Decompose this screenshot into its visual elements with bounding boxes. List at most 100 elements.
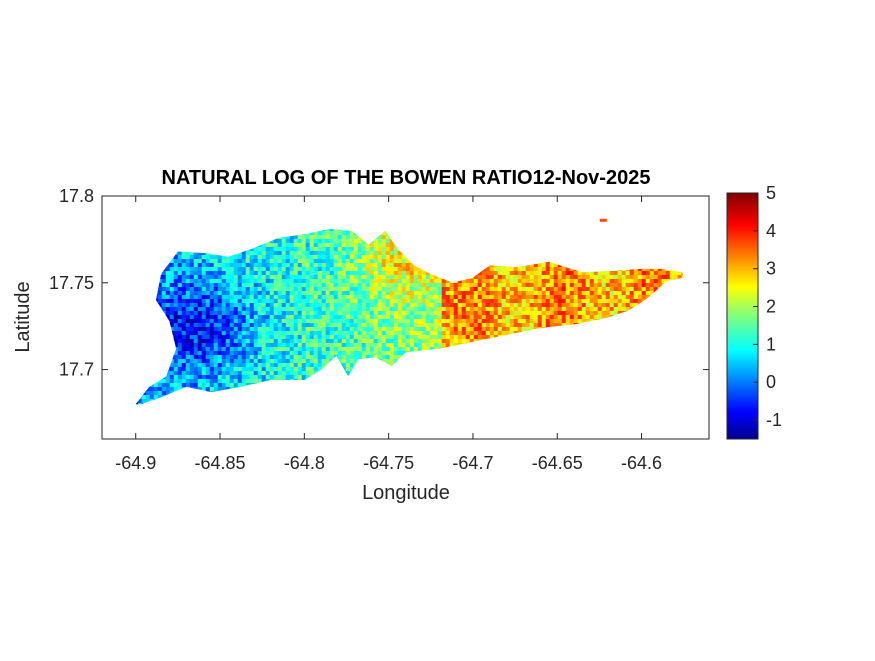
heat-cell: [361, 287, 367, 292]
heat-cell: [281, 327, 287, 332]
heat-cell: [245, 311, 251, 316]
heat-cell: [353, 339, 359, 344]
heat-cell: [593, 283, 599, 288]
heat-cell: [481, 295, 487, 300]
heat-cell: [313, 287, 319, 292]
heat-cell: [261, 343, 267, 348]
heat-cell: [189, 291, 195, 296]
heat-cell: [213, 347, 219, 352]
heat-cell: [373, 315, 379, 320]
heat-cell: [361, 295, 367, 300]
heat-cell: [557, 287, 563, 292]
heat-cell: [165, 279, 171, 284]
heat-cell: [353, 279, 359, 284]
heat-cell: [585, 303, 591, 308]
heat-cell: [229, 351, 235, 356]
heat-cell: [277, 355, 283, 360]
heat-cell: [261, 339, 267, 344]
heat-cell: [325, 287, 331, 292]
heat-cell: [345, 279, 351, 284]
heat-cell: [189, 323, 195, 328]
heat-cell: [365, 327, 371, 332]
heat-cell: [225, 287, 231, 292]
heat-cell: [285, 255, 291, 260]
heat-cell: [289, 279, 295, 284]
heat-cell: [341, 275, 347, 280]
heat-cell: [385, 267, 391, 272]
heat-cell: [357, 255, 363, 260]
heat-cell: [197, 251, 203, 256]
heat-cell: [305, 311, 311, 316]
heat-cell: [309, 279, 315, 284]
heat-cell: [509, 287, 515, 292]
heat-cell: [585, 319, 591, 324]
heat-cell: [489, 323, 495, 328]
heat-cell: [301, 367, 307, 372]
heat-cell: [249, 251, 255, 256]
heat-cell: [569, 275, 575, 280]
heat-cell: [457, 303, 463, 308]
heat-cell: [245, 339, 251, 344]
heat-cell: [601, 275, 607, 280]
heat-cell: [573, 271, 579, 276]
heat-cell: [201, 343, 207, 348]
heat-cell: [381, 335, 387, 340]
heat-cell: [485, 335, 491, 340]
heat-cell: [261, 363, 267, 368]
heat-cell: [569, 319, 575, 324]
heat-cell: [557, 299, 563, 304]
heat-cell: [349, 283, 355, 288]
heat-cell: [249, 343, 255, 348]
heat-cell: [297, 287, 303, 292]
heat-cell: [217, 287, 223, 292]
heat-cell: [357, 307, 363, 312]
heat-cell: [341, 335, 347, 340]
heat-cell: [237, 307, 243, 312]
heat-cell: [213, 275, 219, 280]
heat-cell: [257, 307, 263, 312]
heat-cell: [225, 291, 231, 296]
heat-cell: [173, 367, 179, 372]
heat-cell: [441, 295, 447, 300]
heat-cell: [641, 279, 647, 284]
heat-cell: [533, 275, 539, 280]
heat-cell: [421, 283, 427, 288]
heat-cell: [313, 275, 319, 280]
heat-cell: [361, 331, 367, 336]
heat-cell: [233, 335, 239, 340]
heat-cell: [541, 323, 547, 328]
heat-cell: [301, 347, 307, 352]
heat-cell: [289, 351, 295, 356]
heat-cell: [273, 323, 279, 328]
heat-cell: [337, 271, 343, 276]
heat-cell: [177, 319, 183, 324]
heat-cell: [401, 275, 407, 280]
heat-cell: [525, 263, 531, 268]
heat-cell: [177, 251, 183, 256]
heat-cell: [501, 287, 507, 292]
heat-cell: [377, 351, 383, 356]
heat-cell: [301, 271, 307, 276]
heat-cell: [189, 335, 195, 340]
heat-cell: [341, 291, 347, 296]
heat-cell: [197, 315, 203, 320]
heat-cell: [377, 255, 383, 260]
heat-cell: [473, 279, 479, 284]
heat-cell: [329, 335, 335, 340]
heat-cell: [301, 291, 307, 296]
heat-cell: [281, 267, 287, 272]
heat-cell: [445, 323, 451, 328]
heat-cell: [281, 319, 287, 324]
heat-cell: [509, 291, 515, 296]
heat-cell: [413, 339, 419, 344]
heat-cell: [453, 311, 459, 316]
heat-cell: [529, 275, 535, 280]
heat-cell: [553, 279, 559, 284]
heat-cell: [197, 283, 203, 288]
heat-cell: [393, 255, 399, 260]
heat-cell: [157, 287, 163, 292]
heat-cell: [421, 339, 427, 344]
heat-cell: [545, 299, 551, 304]
heat-cell: [581, 279, 587, 284]
heat-cell: [433, 319, 439, 324]
